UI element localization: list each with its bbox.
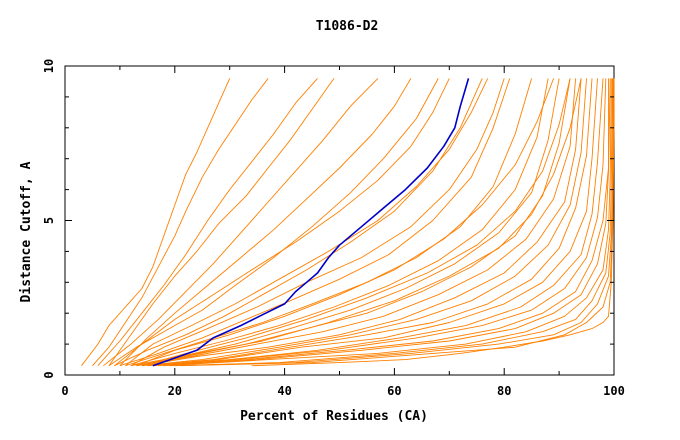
series-line-29 <box>130 78 505 367</box>
series-line-2 <box>92 78 269 366</box>
series-line-24 <box>180 78 614 367</box>
series-line-32 <box>141 78 571 367</box>
series-line-19 <box>158 78 609 367</box>
series-line-12 <box>136 78 577 367</box>
chart-title: T1086-D2 <box>316 19 379 34</box>
series-line-13 <box>141 78 582 367</box>
y-tick-label: 10 <box>42 59 56 73</box>
series-line-16 <box>147 78 598 367</box>
series-line-21 <box>163 78 612 367</box>
series-line-30 <box>251 78 615 367</box>
axis-ticks: 0 20 40 60 80 100 0 5 10 <box>42 59 625 398</box>
y-tick-label: 0 <box>42 371 56 378</box>
series-line-15 <box>147 78 593 367</box>
x-tick-label: 80 <box>497 384 511 398</box>
series-line-14 <box>141 78 587 367</box>
series-layer <box>81 78 615 367</box>
series-line-26 <box>119 78 412 367</box>
y-axis-label: Distance Cutoff, A <box>19 161 34 302</box>
series-line-3 <box>97 78 318 366</box>
x-tick-label: 100 <box>603 384 625 398</box>
y-tick-label: 5 <box>42 217 56 224</box>
series-line-10 <box>130 78 560 367</box>
series-line-27 <box>114 78 450 367</box>
x-tick-label: 20 <box>168 384 182 398</box>
series-line-23 <box>174 78 614 367</box>
series-line-5 <box>108 78 439 367</box>
series-line-25 <box>108 78 335 366</box>
series-line-28 <box>125 78 489 367</box>
series-line-17 <box>152 78 604 367</box>
highlight-series-line <box>152 78 470 367</box>
series-line-33 <box>147 78 582 367</box>
series-line-1 <box>81 78 231 366</box>
series-line-22 <box>169 78 613 367</box>
series-line-6 <box>114 78 483 367</box>
series-line-20 <box>163 78 611 367</box>
series-line-9 <box>130 78 549 367</box>
series-line-4 <box>103 78 379 367</box>
x-axis-label: Percent of Residues (CA) <box>240 409 428 424</box>
x-tick-label: 0 <box>61 384 68 398</box>
x-tick-label: 60 <box>387 384 401 398</box>
plot-area <box>64 65 615 376</box>
x-tick-label: 40 <box>277 384 291 398</box>
series-line-7 <box>119 78 511 367</box>
series-line-18 <box>152 78 607 367</box>
